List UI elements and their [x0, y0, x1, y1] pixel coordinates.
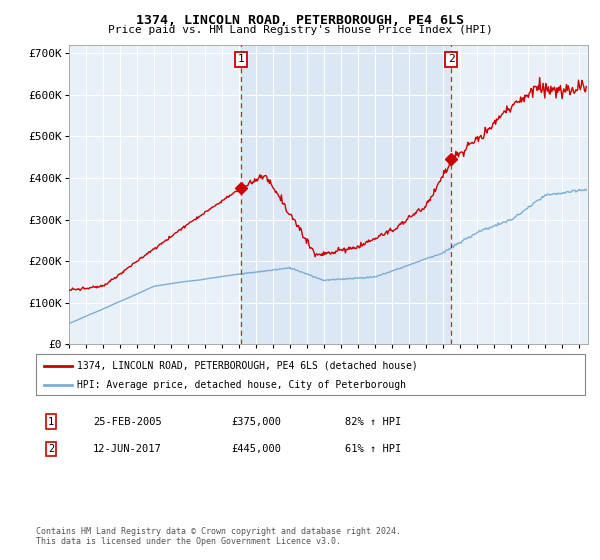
Text: 1: 1 [238, 54, 245, 64]
Text: 1: 1 [48, 417, 54, 427]
Text: £375,000: £375,000 [231, 417, 281, 427]
Text: HPI: Average price, detached house, City of Peterborough: HPI: Average price, detached house, City… [77, 380, 406, 390]
Text: 2: 2 [448, 54, 454, 64]
Text: Price paid vs. HM Land Registry's House Price Index (HPI): Price paid vs. HM Land Registry's House … [107, 25, 493, 35]
Text: 12-JUN-2017: 12-JUN-2017 [93, 444, 162, 454]
Text: 82% ↑ HPI: 82% ↑ HPI [345, 417, 401, 427]
Text: 2: 2 [48, 444, 54, 454]
Text: £445,000: £445,000 [231, 444, 281, 454]
Text: 61% ↑ HPI: 61% ↑ HPI [345, 444, 401, 454]
Text: Contains HM Land Registry data © Crown copyright and database right 2024.
This d: Contains HM Land Registry data © Crown c… [36, 526, 401, 546]
Text: 1374, LINCOLN ROAD, PETERBOROUGH, PE4 6LS: 1374, LINCOLN ROAD, PETERBOROUGH, PE4 6L… [136, 14, 464, 27]
Text: 25-FEB-2005: 25-FEB-2005 [93, 417, 162, 427]
Bar [241, 45, 451, 344]
Text: 1374, LINCOLN ROAD, PETERBOROUGH, PE4 6LS (detached house): 1374, LINCOLN ROAD, PETERBOROUGH, PE4 6L… [77, 361, 418, 371]
FancyBboxPatch shape [36, 354, 585, 395]
